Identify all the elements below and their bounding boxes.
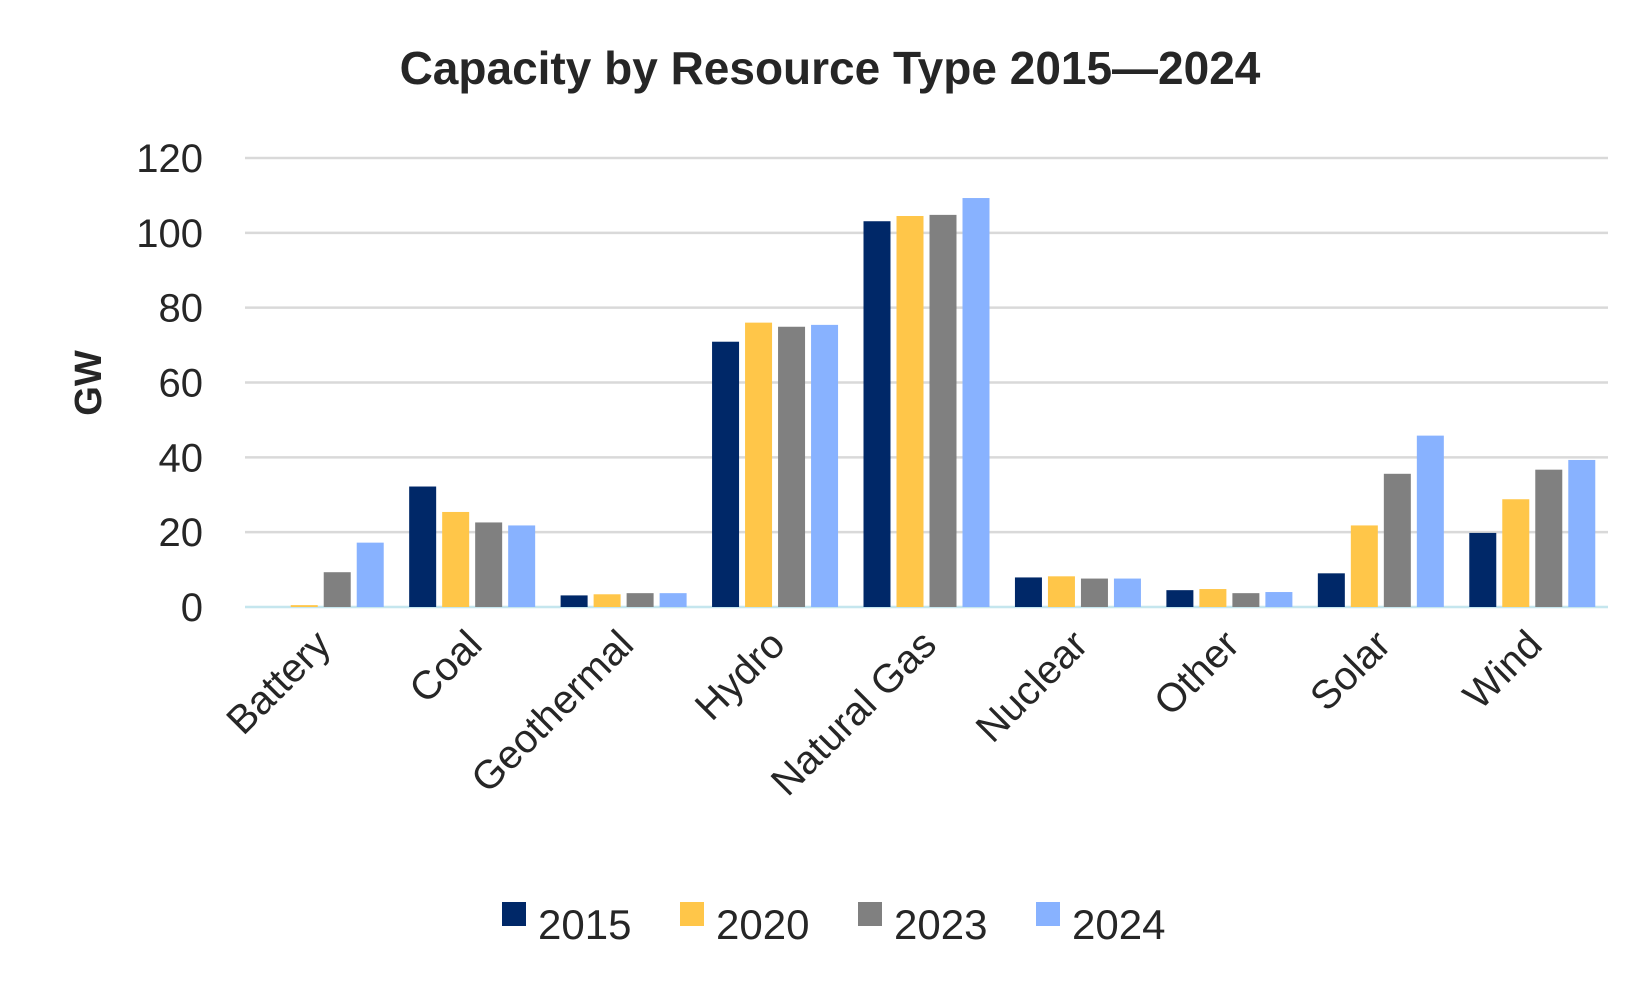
bar-geothermal-2024 xyxy=(659,593,687,607)
bar-coal-2015 xyxy=(409,486,437,607)
y-tick-label: 0 xyxy=(181,586,203,630)
x-tick-label: Wind xyxy=(1455,622,1551,718)
x-tick-label: Solar xyxy=(1302,622,1399,719)
x-tick-label: Battery xyxy=(218,622,339,743)
bar-hydro-2024 xyxy=(811,324,839,607)
y-tick-label: 20 xyxy=(159,511,204,555)
bar-hydro-2020 xyxy=(745,322,773,607)
bar-coal-2024 xyxy=(508,525,536,607)
x-tick-label: Geothermal xyxy=(463,622,642,801)
bar-geothermal-2020 xyxy=(593,594,621,607)
legend-label-2020: 2020 xyxy=(716,901,809,948)
bar-natural-gas-2015 xyxy=(863,221,891,607)
bar-wind-2020 xyxy=(1502,499,1530,607)
bar-battery-2023 xyxy=(323,572,351,607)
bar-nuclear-2015 xyxy=(1014,577,1042,607)
y-tick-label: 60 xyxy=(159,362,204,406)
bar-other-2015 xyxy=(1166,590,1194,607)
x-tick-label: Coal xyxy=(401,622,490,711)
bar-hydro-2023 xyxy=(778,326,806,607)
y-tick-label: 40 xyxy=(159,436,204,480)
x-tick-label: Other xyxy=(1146,622,1248,724)
bar-coal-2020 xyxy=(442,511,470,607)
bar-other-2024 xyxy=(1265,592,1293,607)
bar-nuclear-2023 xyxy=(1080,578,1108,607)
legend-label-2015: 2015 xyxy=(538,901,631,948)
x-tick-label: Natural Gas xyxy=(763,622,945,804)
x-tick-label: Nuclear xyxy=(968,622,1097,751)
bar-nuclear-2024 xyxy=(1113,578,1141,607)
bar-geothermal-2015 xyxy=(560,595,588,607)
legend-swatch-2024 xyxy=(1036,902,1060,926)
y-tick-label: 100 xyxy=(136,212,203,256)
bar-battery-2020 xyxy=(290,605,318,607)
legend-label-2024: 2024 xyxy=(1072,901,1165,948)
bar-wind-2023 xyxy=(1535,469,1563,607)
chart-title: Capacity by Resource Type 2015—2024 xyxy=(400,42,1261,94)
bar-other-2023 xyxy=(1232,593,1260,607)
legend-swatch-2020 xyxy=(680,902,704,926)
bar-other-2020 xyxy=(1199,589,1227,607)
bar-solar-2020 xyxy=(1350,525,1378,607)
bar-solar-2024 xyxy=(1416,435,1444,607)
bar-nuclear-2020 xyxy=(1047,576,1075,607)
bar-hydro-2015 xyxy=(712,341,740,607)
x-tick-label: Hydro xyxy=(687,622,794,729)
y-tick-label: 120 xyxy=(136,137,203,181)
bar-solar-2023 xyxy=(1383,473,1411,607)
legend-swatch-2015 xyxy=(502,902,526,926)
bar-solar-2015 xyxy=(1317,573,1345,607)
y-tick-label: 80 xyxy=(159,287,204,331)
bar-natural-gas-2020 xyxy=(896,215,924,607)
bar-natural-gas-2023 xyxy=(929,214,957,607)
bar-battery-2024 xyxy=(356,542,384,607)
legend-label-2023: 2023 xyxy=(894,901,987,948)
bar-natural-gas-2024 xyxy=(962,198,990,607)
y-axis-label: GW xyxy=(68,350,110,416)
bar-geothermal-2023 xyxy=(626,593,654,607)
bar-coal-2023 xyxy=(475,522,503,607)
bar-wind-2024 xyxy=(1568,459,1596,607)
bar-wind-2015 xyxy=(1469,532,1497,607)
legend-swatch-2023 xyxy=(858,902,882,926)
